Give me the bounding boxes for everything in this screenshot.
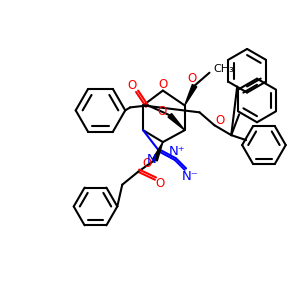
Polygon shape bbox=[153, 142, 163, 161]
Text: N⁺: N⁺ bbox=[168, 146, 185, 158]
Polygon shape bbox=[168, 114, 185, 130]
Text: N⁻: N⁻ bbox=[181, 170, 198, 183]
Text: N: N bbox=[147, 153, 157, 167]
Text: O: O bbox=[142, 158, 152, 170]
Polygon shape bbox=[185, 85, 197, 105]
Text: CH₃: CH₃ bbox=[213, 64, 234, 74]
Text: O: O bbox=[157, 105, 167, 118]
Text: O: O bbox=[158, 78, 167, 91]
Text: O: O bbox=[128, 79, 137, 92]
Text: O: O bbox=[216, 114, 225, 127]
Text: O: O bbox=[155, 177, 164, 190]
Text: O: O bbox=[187, 72, 196, 85]
